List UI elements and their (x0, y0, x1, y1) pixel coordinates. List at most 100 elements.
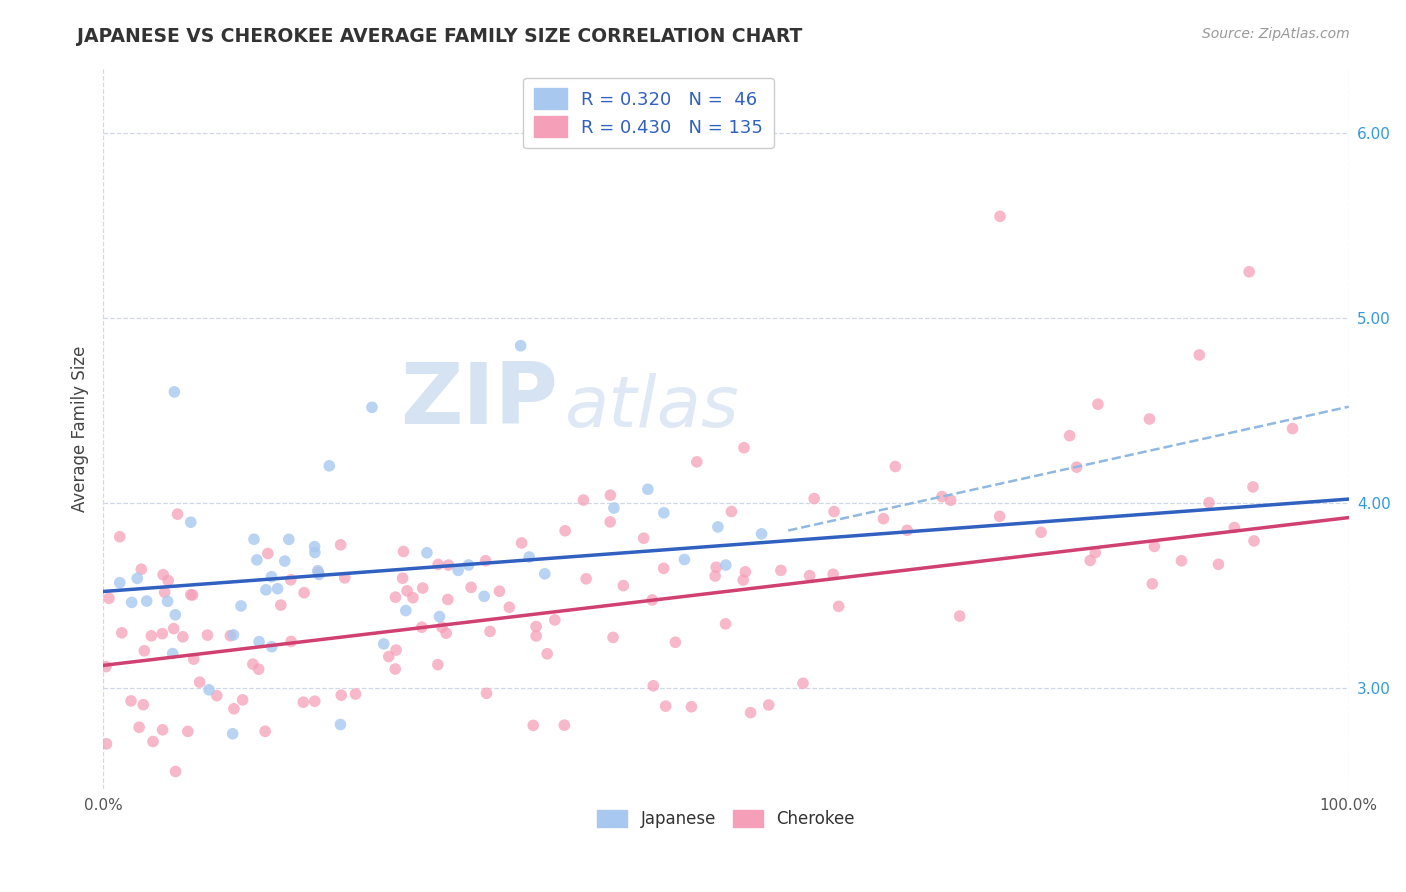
Point (246, 553, 269, 567)
Point (280, 634, 302, 648)
Text: Source: ZipAtlas.com: Source: ZipAtlas.com (1202, 27, 1350, 41)
Point (166, 507, 188, 521)
Point (828, 599, 851, 614)
Point (165, 607, 187, 622)
Point (111, 625, 134, 640)
Point (152, 567, 174, 582)
Point (720, 504, 742, 518)
Point (391, 571, 413, 585)
Point (416, 546, 439, 560)
Point (152, 723, 174, 737)
Point (120, 694, 142, 708)
Point (277, 533, 299, 547)
Point (447, 563, 470, 577)
Point (1059, 428, 1081, 442)
Y-axis label: Average Family Size: Average Family Size (72, 346, 89, 512)
Point (134, 644, 156, 658)
Point (949, 609, 972, 624)
Point (304, 694, 326, 708)
Point (181, 588, 204, 602)
Point (734, 565, 756, 579)
Point (219, 629, 242, 643)
Point (229, 599, 252, 613)
Point (460, 580, 482, 594)
Point (308, 567, 330, 582)
Point (242, 657, 264, 671)
Point (329, 538, 352, 552)
Point (931, 490, 953, 504)
Point (307, 564, 329, 578)
Point (769, 563, 792, 577)
Point (163, 622, 186, 636)
Point (97, 591, 120, 606)
Point (247, 634, 270, 648)
Point (554, 524, 576, 538)
Point (121, 595, 143, 609)
Point (457, 558, 479, 572)
Point (108, 575, 131, 590)
Point (714, 616, 737, 631)
Point (94, 659, 117, 673)
Point (304, 545, 326, 559)
Point (128, 720, 150, 734)
Point (333, 571, 356, 585)
Point (127, 571, 149, 585)
Point (1281, 421, 1303, 435)
Point (652, 506, 675, 520)
Point (384, 662, 406, 676)
Point (714, 558, 737, 572)
Point (430, 620, 453, 634)
Point (1170, 554, 1192, 568)
Point (141, 629, 163, 643)
Point (799, 568, 821, 582)
Point (1139, 412, 1161, 426)
Point (475, 686, 498, 700)
Point (517, 549, 540, 564)
Point (602, 631, 624, 645)
Point (664, 635, 686, 649)
Point (733, 441, 755, 455)
Point (378, 649, 401, 664)
Point (1223, 520, 1246, 534)
Point (197, 628, 219, 642)
Point (280, 573, 302, 587)
Point (510, 536, 533, 550)
Point (260, 570, 283, 584)
Point (429, 609, 451, 624)
Point (704, 560, 727, 574)
Point (643, 679, 665, 693)
Point (150, 626, 173, 640)
Point (498, 600, 520, 615)
Point (108, 530, 131, 544)
Point (402, 591, 425, 605)
Point (292, 586, 315, 600)
Point (412, 581, 434, 595)
Point (329, 717, 352, 731)
Point (803, 491, 825, 506)
Point (612, 579, 634, 593)
Point (1241, 480, 1264, 494)
Point (707, 520, 730, 534)
Point (153, 585, 176, 599)
Text: ZIP: ZIP (401, 359, 558, 442)
Point (740, 706, 762, 720)
Point (1208, 558, 1230, 572)
Point (165, 764, 187, 779)
Point (1084, 545, 1107, 559)
Point (939, 493, 962, 508)
Point (384, 590, 406, 604)
Point (654, 699, 676, 714)
Point (131, 562, 153, 576)
Point (304, 540, 326, 554)
Point (373, 637, 395, 651)
Point (318, 458, 340, 473)
Point (172, 630, 194, 644)
Point (157, 574, 180, 588)
Point (361, 401, 384, 415)
Point (536, 647, 558, 661)
Point (673, 552, 696, 566)
Point (232, 693, 254, 707)
Point (823, 567, 845, 582)
Point (681, 699, 703, 714)
Point (524, 619, 547, 633)
